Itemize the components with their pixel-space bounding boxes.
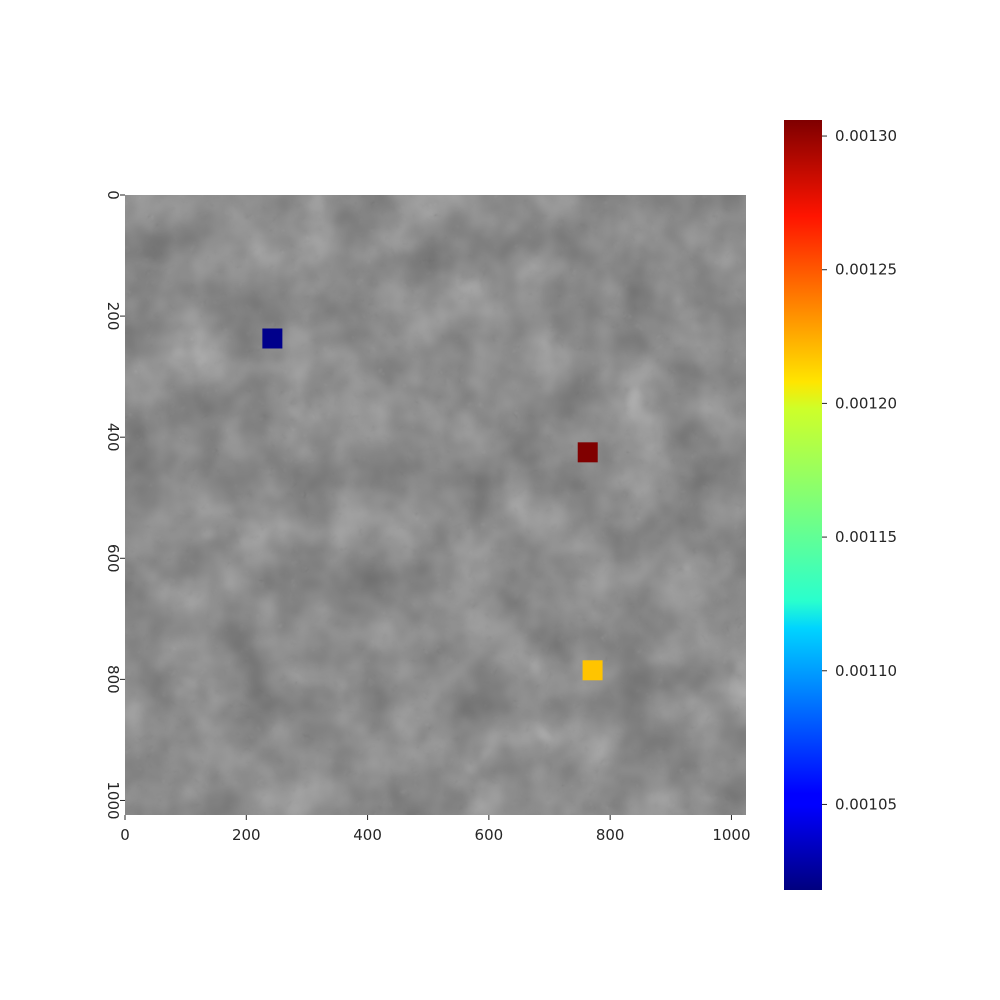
plot-area <box>125 195 746 815</box>
colorbar: 0.00105 0.00110 0.00115 0.00120 0.00125 0.001… <box>784 120 897 890</box>
x-tick-label: 800 <box>596 826 625 844</box>
heatmap-marker <box>577 442 598 463</box>
y-tick-label: 1000 <box>104 781 122 819</box>
y-tick-label: 600 <box>104 544 122 573</box>
heatmap-marker <box>262 328 283 349</box>
colorbar-tick-label: 0.00125 <box>835 261 897 279</box>
colorbar-tick-label: 0.00105 <box>835 795 897 813</box>
colorbar-gradient <box>784 120 822 890</box>
y-tick-label: 800 <box>104 665 122 694</box>
colorbar-tick-label: 0.00130 <box>835 127 897 145</box>
colorbar-tick-label: 0.00120 <box>835 394 897 412</box>
y-tick-label: 0 <box>104 190 122 200</box>
colorbar-ticks: 0.00105 0.00110 0.00115 0.00120 0.00125 0.001… <box>822 127 897 813</box>
y-axis-ticks: 0 200 400 600 800 1000 <box>104 190 125 820</box>
x-tick-label: 0 <box>120 826 130 844</box>
y-tick-label: 400 <box>104 423 122 452</box>
x-tick-label: 400 <box>353 826 382 844</box>
x-axis-ticks: 0 200 400 600 800 1000 <box>120 815 751 844</box>
x-tick-label: 200 <box>232 826 261 844</box>
colorbar-tick-label: 0.00115 <box>835 528 897 546</box>
heatmap-marker <box>582 660 603 681</box>
markers-layer <box>262 328 603 681</box>
y-tick-label: 200 <box>104 302 122 331</box>
x-tick-label: 600 <box>475 826 504 844</box>
micrograph-fine-texture <box>125 195 746 815</box>
colorbar-tick-label: 0.00110 <box>835 662 897 680</box>
x-tick-label: 1000 <box>712 826 750 844</box>
